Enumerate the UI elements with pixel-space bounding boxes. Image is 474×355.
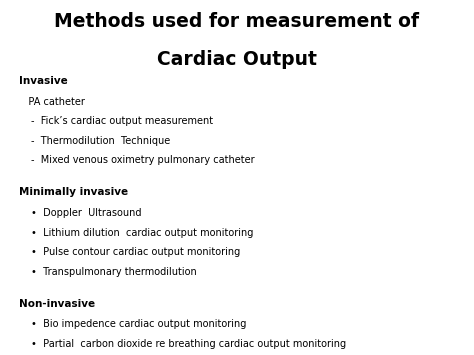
Text: Methods used for measurement of: Methods used for measurement of [55,12,419,32]
Text: •  Lithium dilution  cardiac output monitoring: • Lithium dilution cardiac output monito… [31,228,253,237]
Text: -  Fick’s cardiac output measurement: - Fick’s cardiac output measurement [31,116,213,126]
Text: Non-invasive: Non-invasive [19,299,95,308]
Text: •  Transpulmonary thermodilution: • Transpulmonary thermodilution [31,267,197,277]
Text: •  Doppler  Ultrasound: • Doppler Ultrasound [31,208,141,218]
Text: -  Thermodilution  Technique: - Thermodilution Technique [31,136,170,146]
Text: -  Mixed venous oximetry pulmonary catheter: - Mixed venous oximetry pulmonary cathet… [31,155,255,165]
Text: Cardiac Output: Cardiac Output [157,50,317,69]
Text: Invasive: Invasive [19,76,68,86]
Text: PA catheter: PA catheter [19,97,85,107]
Text: Minimally invasive: Minimally invasive [19,187,128,197]
Text: •  Pulse contour cardiac output monitoring: • Pulse contour cardiac output monitorin… [31,247,240,257]
Text: •  Bio impedence cardiac output monitoring: • Bio impedence cardiac output monitorin… [31,319,246,329]
Text: •  Partial  carbon dioxide re breathing cardiac output monitoring: • Partial carbon dioxide re breathing ca… [31,339,346,349]
